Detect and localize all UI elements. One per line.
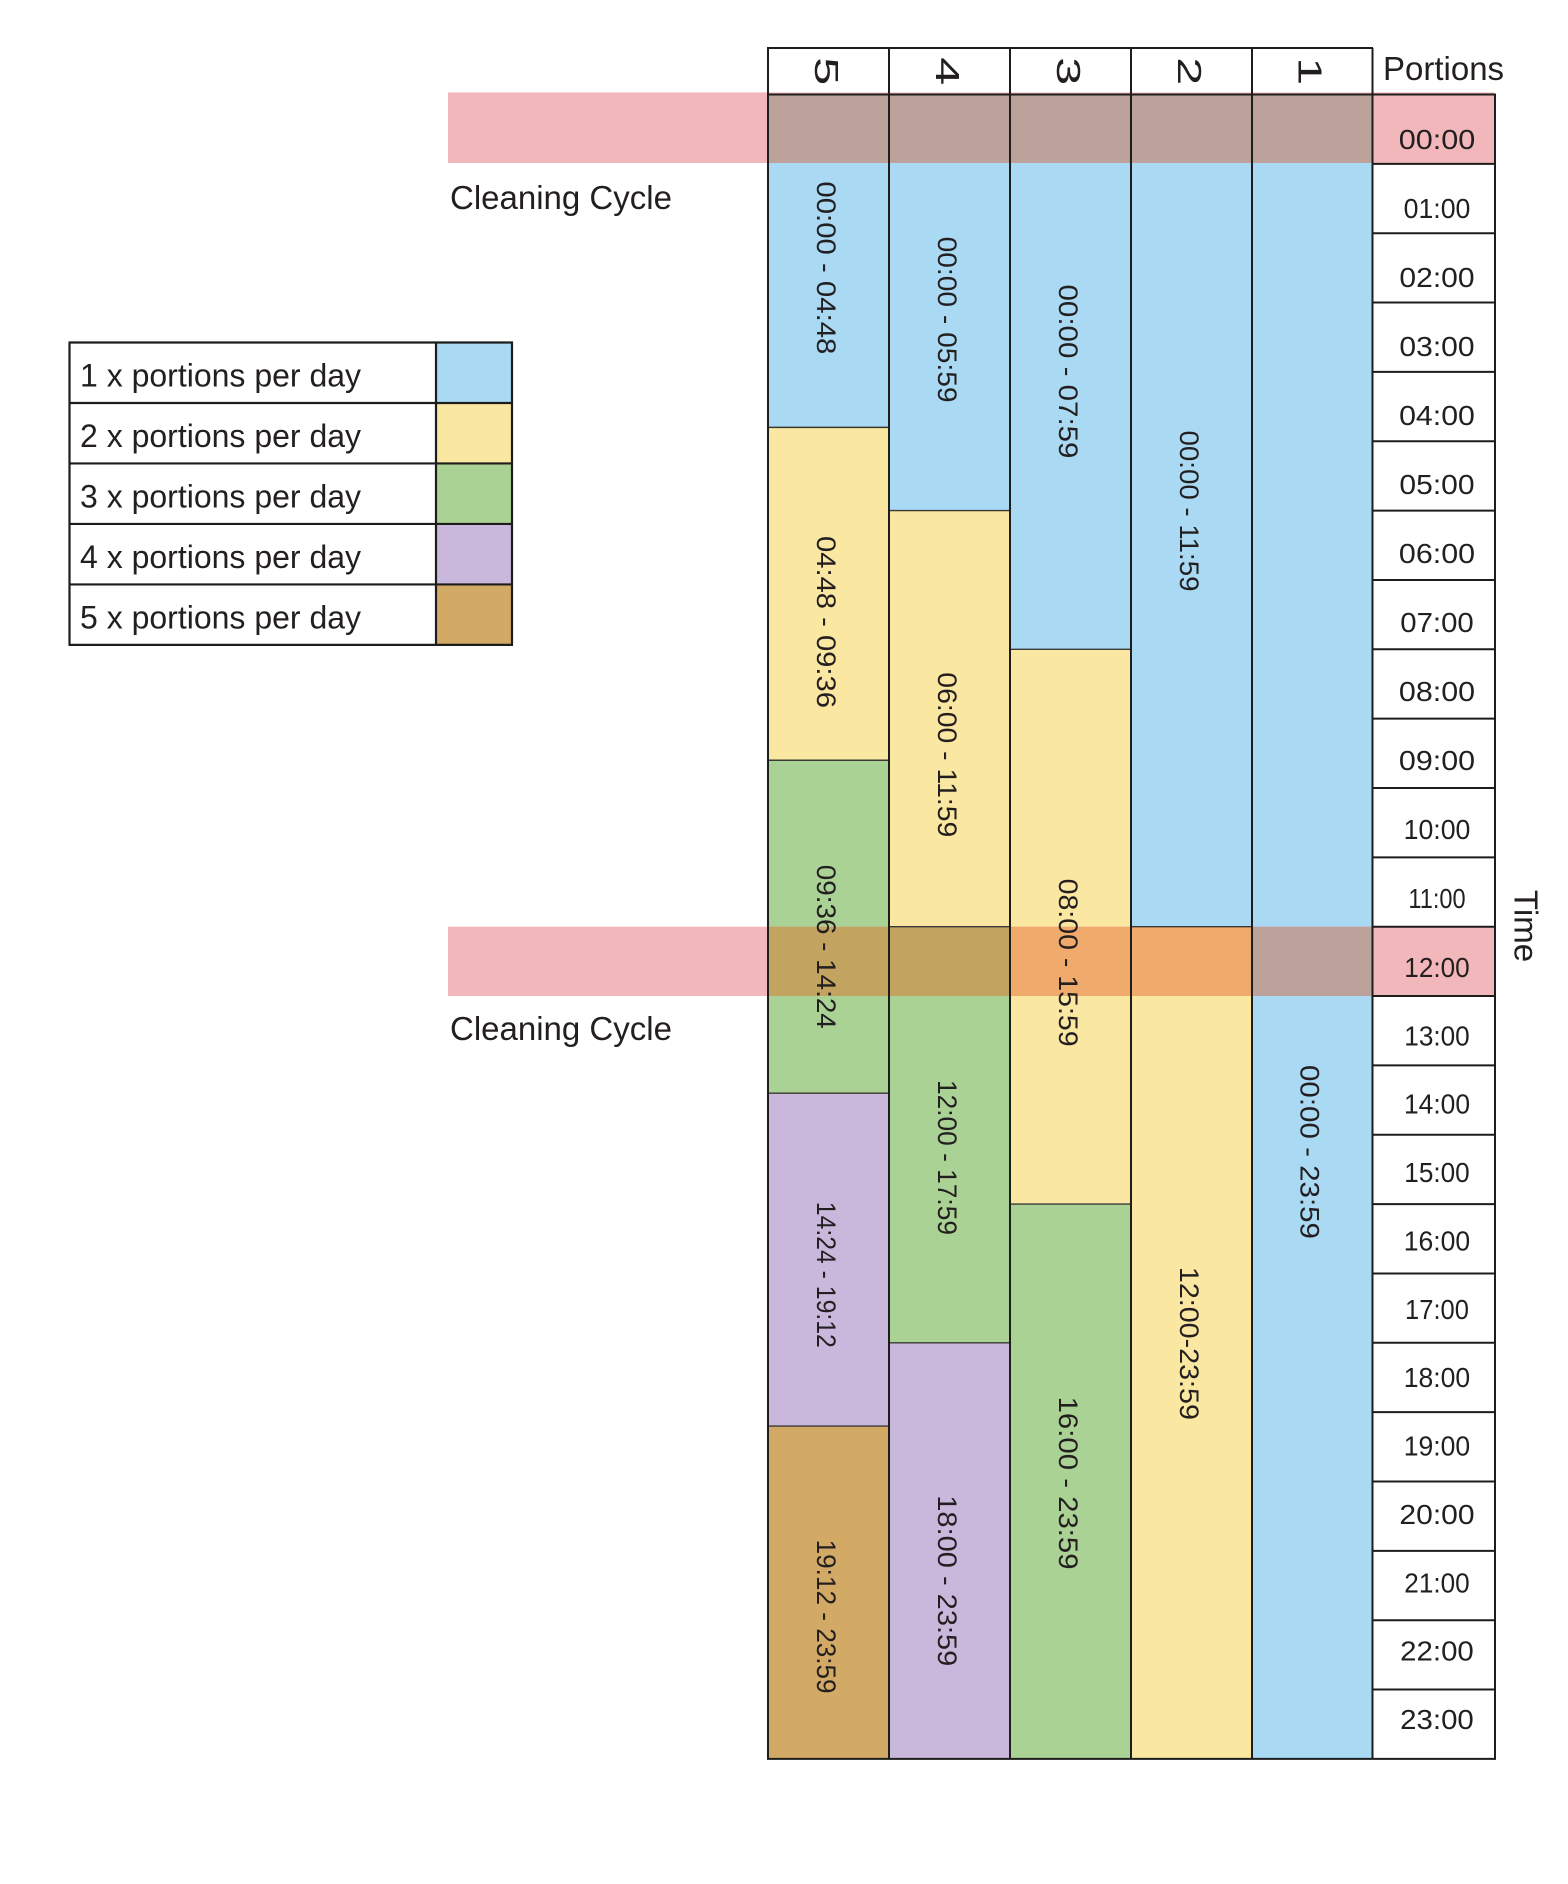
svg-text:10:00: 10:00 bbox=[1404, 814, 1471, 845]
svg-text:19:12 - 23:59: 19:12 - 23:59 bbox=[811, 1540, 841, 1694]
svg-text:05:00: 05:00 bbox=[1399, 469, 1474, 500]
svg-text:12:00 - 17:59: 12:00 - 17:59 bbox=[932, 1080, 962, 1235]
svg-text:1: 1 bbox=[1291, 57, 1328, 85]
svg-text:1 x portions per day: 1 x portions per day bbox=[80, 358, 361, 394]
svg-text:20:00: 20:00 bbox=[1399, 1499, 1474, 1530]
svg-text:09:00: 09:00 bbox=[1399, 745, 1475, 776]
svg-text:06:00: 06:00 bbox=[1399, 538, 1475, 569]
svg-text:17:00: 17:00 bbox=[1405, 1294, 1469, 1325]
svg-text:00:00: 00:00 bbox=[1399, 124, 1476, 155]
svg-text:15:00: 15:00 bbox=[1404, 1157, 1469, 1188]
svg-text:04:48 - 09:36: 04:48 - 09:36 bbox=[811, 536, 841, 708]
svg-text:00:00 - 04:48: 00:00 - 04:48 bbox=[811, 181, 841, 354]
svg-text:08:00 - 15:59: 08:00 - 15:59 bbox=[1053, 879, 1083, 1047]
svg-text:04:00: 04:00 bbox=[1399, 400, 1475, 431]
svg-text:18:00 - 23:59: 18:00 - 23:59 bbox=[932, 1495, 962, 1666]
svg-text:13:00: 13:00 bbox=[1404, 1020, 1469, 1051]
svg-text:16:00: 16:00 bbox=[1404, 1225, 1470, 1256]
svg-text:5 x portions per day: 5 x portions per day bbox=[80, 599, 361, 635]
svg-text:Time: Time bbox=[1507, 890, 1544, 962]
svg-text:00:00 - 23:59: 00:00 - 23:59 bbox=[1295, 1065, 1325, 1239]
svg-text:4: 4 bbox=[929, 57, 966, 85]
svg-text:11:00: 11:00 bbox=[1408, 883, 1465, 914]
svg-text:00:00 - 07:59: 00:00 - 07:59 bbox=[1053, 285, 1083, 459]
svg-text:14:24 - 19:12: 14:24 - 19:12 bbox=[811, 1202, 841, 1348]
svg-text:07:00: 07:00 bbox=[1400, 607, 1474, 638]
svg-text:02:00: 02:00 bbox=[1399, 262, 1474, 293]
svg-text:08:00: 08:00 bbox=[1399, 676, 1475, 707]
svg-text:09:36 - 14:24: 09:36 - 14:24 bbox=[811, 865, 841, 1029]
svg-text:01:00: 01:00 bbox=[1404, 193, 1471, 224]
svg-text:5: 5 bbox=[808, 57, 845, 85]
svg-text:18:00: 18:00 bbox=[1404, 1362, 1470, 1393]
svg-text:06:00 - 11:59: 06:00 - 11:59 bbox=[932, 672, 962, 837]
svg-text:3 x portions per day: 3 x portions per day bbox=[80, 478, 361, 514]
svg-text:19:00: 19:00 bbox=[1404, 1431, 1470, 1462]
svg-text:03:00: 03:00 bbox=[1399, 331, 1474, 362]
svg-text:12:00-23:59: 12:00-23:59 bbox=[1174, 1267, 1204, 1420]
svg-text:12:00: 12:00 bbox=[1404, 952, 1469, 983]
svg-text:Cleaning Cycle: Cleaning Cycle bbox=[450, 179, 672, 216]
svg-text:22:00: 22:00 bbox=[1400, 1636, 1474, 1667]
svg-text:23:00: 23:00 bbox=[1400, 1704, 1474, 1735]
svg-text:3: 3 bbox=[1050, 57, 1087, 85]
svg-text:4 x portions per day: 4 x portions per day bbox=[80, 539, 361, 575]
svg-text:00:00 - 11:59: 00:00 - 11:59 bbox=[1174, 431, 1204, 592]
svg-text:Portions: Portions bbox=[1383, 50, 1504, 87]
svg-text:00:00 - 05:59: 00:00 - 05:59 bbox=[932, 237, 962, 403]
svg-text:16:00 - 23:59: 16:00 - 23:59 bbox=[1053, 1397, 1083, 1570]
svg-text:Cleaning Cycle: Cleaning Cycle bbox=[450, 1010, 672, 1047]
svg-text:2 x portions per day: 2 x portions per day bbox=[80, 418, 361, 454]
svg-text:14:00: 14:00 bbox=[1404, 1089, 1470, 1120]
svg-text:2: 2 bbox=[1171, 57, 1208, 85]
svg-text:21:00: 21:00 bbox=[1404, 1567, 1469, 1598]
